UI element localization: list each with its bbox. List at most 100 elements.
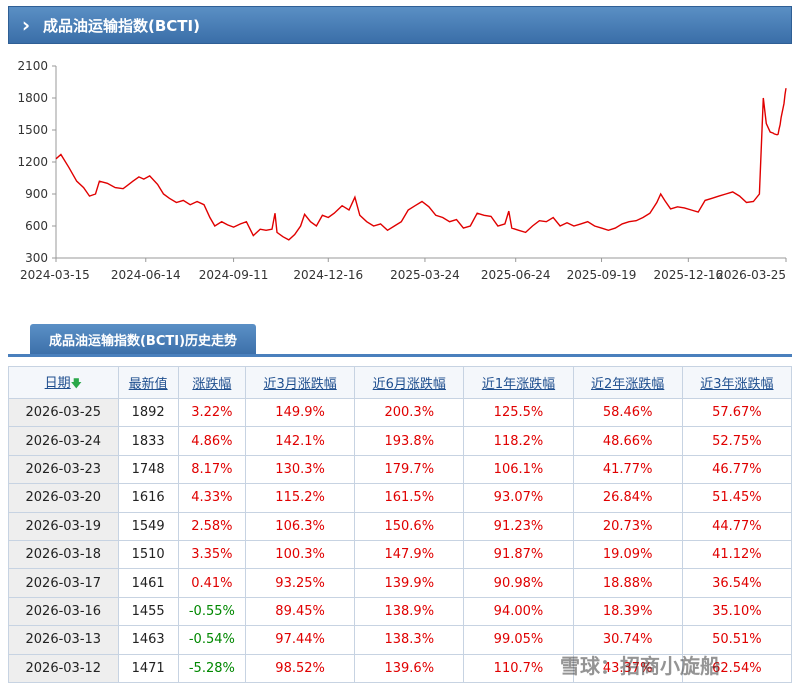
column-header-label[interactable]: 日期	[44, 375, 71, 391]
tab-history[interactable]: 成品油运输指数(BCTI)历史走势	[30, 324, 256, 354]
table-cell: 1892	[117, 397, 179, 428]
table-cell: 106.1%	[463, 454, 574, 485]
y-tick-label: 300	[25, 251, 48, 265]
table-row: 2026-03-25 1892 3.22% 149.9% 200.3% 125.5% 58.…	[8, 397, 793, 428]
table-cell: 58.46%	[572, 397, 683, 428]
y-tick-label: 1200	[17, 155, 48, 169]
y-tick-label: 900	[25, 187, 48, 201]
column-header-label[interactable]: 涨跌幅	[192, 377, 232, 392]
column-header[interactable]: 近3年涨跌幅	[681, 366, 793, 399]
table-cell: 90.98%	[463, 568, 574, 598]
table-row: 2026-03-19 1549 2.58% 106.3% 150.6% 91.23% 20.…	[8, 511, 793, 541]
table-row: 2026-03-12 1471 -5.28% 98.52% 139.6% 110.7% 43…	[8, 653, 793, 683]
table-cell: 150.6%	[354, 511, 465, 541]
y-tick-label: 1800	[17, 91, 48, 105]
table-cell: 2.58%	[177, 511, 247, 541]
table-cell: 125.5%	[463, 397, 574, 428]
table-cell: 36.54%	[681, 568, 793, 598]
column-header-label[interactable]: 近3月涨跌幅	[263, 377, 337, 392]
table-row: 2026-03-24 1833 4.86% 142.1% 193.8% 118.2% 48.…	[8, 426, 793, 456]
table-cell: 1471	[117, 653, 179, 683]
table-cell: 91.87%	[463, 539, 574, 570]
column-header-label[interactable]: 近2年涨跌幅	[591, 377, 665, 392]
page-header: › 成品油运输指数(BCTI)	[8, 6, 792, 44]
column-header-label[interactable]: 近1年涨跌幅	[481, 377, 556, 392]
column-header[interactable]: 近6月涨跌幅	[354, 366, 465, 399]
table-cell: 142.1%	[244, 426, 356, 456]
series-line	[55, 88, 787, 241]
table-cell: 26.84%	[572, 483, 683, 513]
table-cell: 99.05%	[463, 625, 574, 655]
table-cell: 1461	[117, 568, 179, 598]
table-cell: 138.9%	[354, 596, 465, 627]
table-cell: 2026-03-17	[8, 568, 119, 598]
table-cell: 8.17%	[177, 454, 247, 485]
table-cell: 179.7%	[354, 454, 465, 485]
table-cell: 89.45%	[244, 596, 356, 627]
table-cell: 115.2%	[244, 483, 356, 513]
table-cell: 52.75%	[681, 426, 793, 456]
table-cell: -0.54%	[177, 625, 247, 655]
table-cell: 93.07%	[463, 483, 574, 513]
chevron-right-icon[interactable]: ›	[21, 13, 31, 37]
table-cell: 48.66%	[572, 426, 683, 456]
table-cell: 139.9%	[354, 568, 465, 598]
table-cell: 139.6%	[354, 653, 465, 683]
table-cell: 3.22%	[177, 397, 247, 428]
table-cell: 193.8%	[354, 426, 465, 456]
table-cell: 1510	[117, 539, 179, 570]
table-row: 2026-03-17 1461 0.41% 93.25% 139.9% 90.98% 18.…	[8, 568, 793, 598]
x-tick-label: 2025-09-19	[567, 268, 637, 282]
table-cell: 1748	[117, 454, 179, 485]
table-cell: 43.37%	[572, 653, 683, 683]
table-cell: 97.44%	[244, 625, 356, 655]
table-cell: 50.51%	[681, 625, 793, 655]
table-cell: 44.77%	[681, 511, 793, 541]
table-cell: 1833	[117, 426, 179, 456]
table-cell: 94.00%	[463, 596, 574, 627]
table-header-row: 日期🡇 最新值 涨跌幅 近3月涨跌幅 近6月涨跌幅 近1年涨跌幅 近2年涨跌幅 近3年涨跌幅	[8, 366, 793, 399]
x-tick-label: 2025-06-24	[481, 268, 551, 282]
y-tick-label: 2100	[17, 59, 48, 73]
y-tick-label: 600	[25, 219, 48, 233]
column-header[interactable]: 近2年涨跌幅	[572, 366, 683, 399]
column-header[interactable]: 近1年涨跌幅	[463, 366, 574, 399]
table-cell: 0.41%	[177, 568, 247, 598]
table-cell: 149.9%	[244, 397, 356, 428]
table-cell: 118.2%	[463, 426, 574, 456]
table-cell: 2026-03-12	[8, 653, 119, 683]
column-header[interactable]: 涨跌幅	[177, 366, 247, 399]
table-cell: 100.3%	[244, 539, 356, 570]
sort-down-arrow-icon[interactable]: 🡇	[70, 376, 82, 390]
table-cell: 4.33%	[177, 483, 247, 513]
table-cell: -0.55%	[177, 596, 247, 627]
watermark: 雪球：招商小旋船	[560, 654, 720, 678]
column-header-label[interactable]: 近6月涨跌幅	[372, 377, 446, 392]
x-tick-label: 2024-03-15	[20, 268, 90, 282]
table-cell: 110.7%	[463, 653, 574, 683]
table-cell: 2026-03-19	[8, 511, 119, 541]
table-cell: 2026-03-25	[8, 397, 119, 428]
table-cell: 62.54%	[681, 653, 793, 683]
table-cell: 1463	[117, 625, 179, 655]
x-tick-label: 2024-12-16	[293, 268, 363, 282]
table-cell: 2026-03-20	[8, 483, 119, 513]
table-row: 2026-03-20 1616 4.33% 115.2% 161.5% 93.07% 26.…	[8, 483, 793, 513]
column-header[interactable]: 最新值	[117, 366, 179, 399]
bcti-line-chart: 300 600 900 1200 1500 1800 2100 2024-03-15 2024…	[17, 59, 787, 282]
table-cell: 161.5%	[354, 483, 465, 513]
table-cell: 3.35%	[177, 539, 247, 570]
table-cell: 1549	[117, 511, 179, 541]
table-cell: 91.23%	[463, 511, 574, 541]
table-cell: 30.74%	[572, 625, 683, 655]
column-header-label[interactable]: 最新值	[128, 377, 168, 392]
table-cell: 2026-03-16	[8, 596, 119, 627]
x-tick-label: 2024-09-11	[199, 268, 269, 282]
table-cell: 200.3%	[354, 397, 465, 428]
table-cell: 41.77%	[572, 454, 683, 485]
column-header-label[interactable]: 近3年涨跌幅	[700, 377, 774, 392]
table-cell: 51.45%	[681, 483, 793, 513]
table-cell: 57.67%	[681, 397, 793, 428]
column-header[interactable]: 日期🡇	[8, 366, 119, 399]
column-header[interactable]: 近3月涨跌幅	[244, 366, 356, 399]
